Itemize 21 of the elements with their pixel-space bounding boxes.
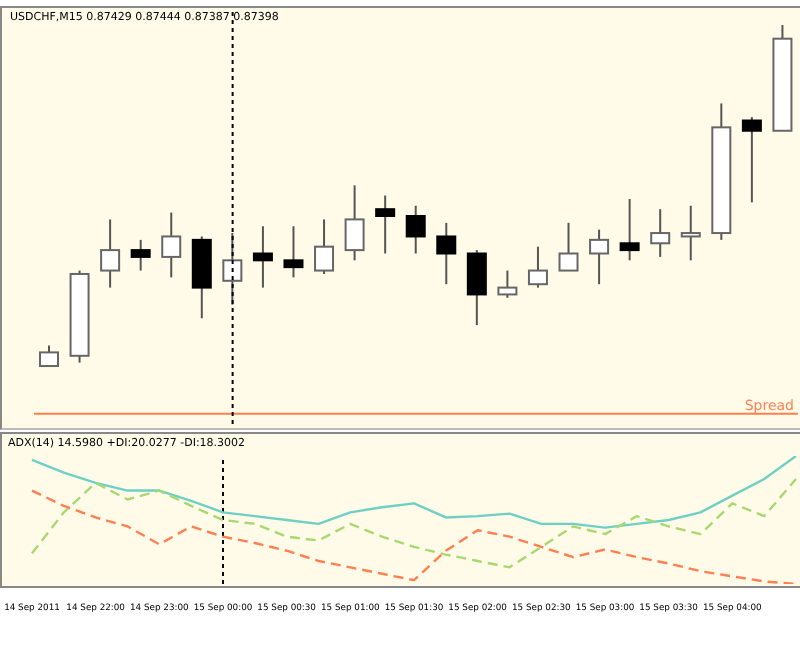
candlestick	[130, 238, 151, 272]
candlestick	[741, 116, 762, 204]
candlestick	[375, 194, 396, 255]
candlestick	[558, 221, 579, 272]
candlestick	[314, 218, 335, 275]
candlestick	[283, 225, 304, 279]
candlestick	[436, 221, 457, 286]
candlestick	[589, 228, 610, 286]
candlestick	[39, 344, 59, 368]
candlestick	[680, 204, 701, 262]
candlestick	[100, 218, 121, 289]
candlestick	[619, 197, 640, 262]
candlestick	[191, 235, 212, 320]
candlestick	[650, 208, 671, 258]
candlestick	[344, 184, 365, 262]
candlestick	[405, 204, 426, 255]
candlestick	[466, 249, 487, 327]
candlestick	[497, 269, 518, 299]
candlestick	[161, 211, 182, 279]
candlestick	[252, 225, 273, 289]
candlestick	[527, 245, 548, 289]
